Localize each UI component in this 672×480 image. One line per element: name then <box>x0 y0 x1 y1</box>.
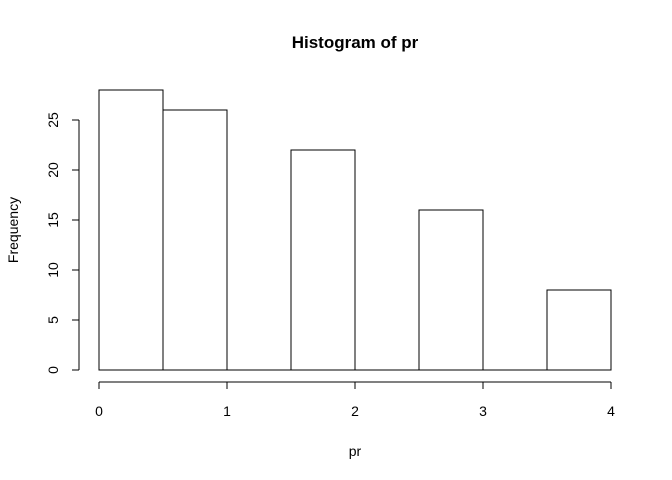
histogram-bar-7 <box>546 289 612 371</box>
y-axis: 0 5 10 15 20 25 <box>45 112 80 374</box>
x-axis-label: pr <box>349 443 362 459</box>
histogram-bar-3 <box>290 149 356 371</box>
histogram-bar-5 <box>418 209 484 371</box>
x-tick-label-3: 3 <box>479 403 487 419</box>
y-axis-label: Frequency <box>5 197 21 263</box>
x-tick-label-0: 0 <box>95 403 103 419</box>
x-axis: 0 1 2 3 4 <box>95 381 615 419</box>
bars-group <box>98 89 612 371</box>
y-tick-label-2: 10 <box>45 262 61 278</box>
x-tick-label-2: 2 <box>351 403 359 419</box>
y-tick-label-0: 0 <box>45 366 61 374</box>
y-tick-label-1: 5 <box>45 316 61 324</box>
y-tick-label-4: 20 <box>45 162 61 178</box>
x-tick-label-1: 1 <box>223 403 231 419</box>
histogram-bar-1 <box>162 109 228 371</box>
y-tick-label-5: 25 <box>45 112 61 128</box>
x-tick-label-4: 4 <box>607 403 615 419</box>
chart-title: Histogram of pr <box>292 33 419 52</box>
histogram-bar-0 <box>98 89 164 371</box>
y-tick-label-3: 15 <box>45 212 61 228</box>
